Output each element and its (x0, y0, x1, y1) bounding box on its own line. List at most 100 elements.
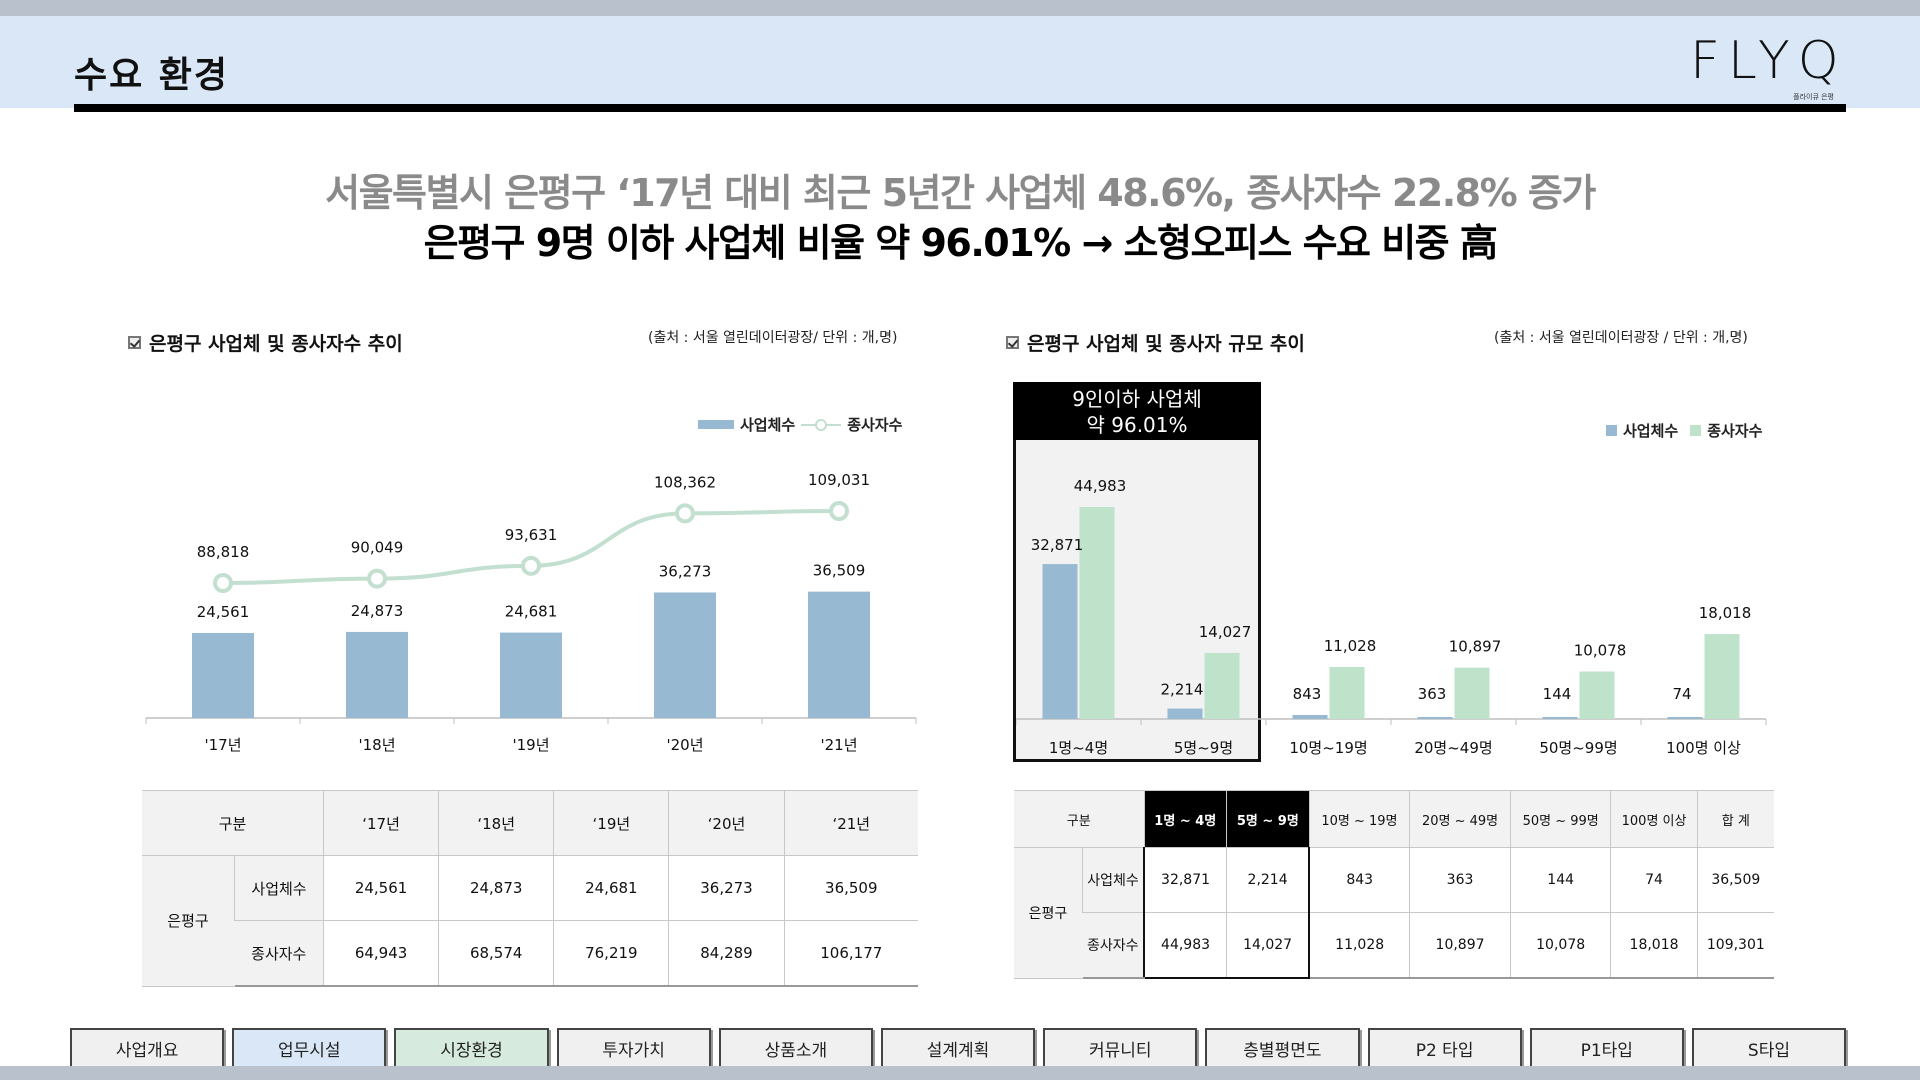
line-point-workers (521, 555, 541, 576)
bar-business (500, 632, 562, 718)
left-section-title: 은평구 사업체 및 종사자수 추이 (128, 329, 403, 356)
nav-tab-overview[interactable]: 사업개요 (70, 1028, 225, 1068)
bar-business (1292, 715, 1328, 719)
nav-tab-community[interactable]: 커뮤니티 (1043, 1028, 1198, 1068)
table-row: 은평구 사업체수 24,561 24,873 24,681 36,273 36,… (142, 855, 918, 987)
table-cell: 68,574 (438, 920, 554, 987)
bar-value-label-business: 843 (1293, 685, 1322, 703)
table-cell: 84,289 (668, 920, 785, 987)
logo-subtext: 플라이큐 은평 (1793, 93, 1834, 101)
bar-business (346, 631, 408, 718)
table-cell: 24,681 (553, 855, 669, 921)
nav-tab-product[interactable]: 상품소개 (718, 1028, 873, 1068)
x-tick-label: '20년 (666, 736, 703, 754)
headline-line1: 서울특별시 은평구 ‘17년 대비 최근 5년간 사업체 48.6%, 종사자수… (325, 171, 1596, 215)
trend-table: 구분 ‘17년 ‘18년 ‘19년 ‘20년 ‘21년 은평구 사업체수 24,… (142, 790, 918, 987)
line-point-workers (213, 573, 233, 593)
table-header-cell-highlight: 5명 ~ 9명 (1226, 790, 1310, 848)
table-cell: 44,983 (1143, 912, 1227, 979)
x-tick-label: '17년 (204, 736, 241, 754)
table-group-cell: 은평구 (1014, 847, 1083, 979)
trend-chart: 24,561 '17년 24,873 '18년 24,681 '19년 36,273 '20년… (145, 471, 917, 754)
bar-value-label-business: 2,214 (1161, 681, 1204, 699)
legend-bar-swatch (1606, 425, 1617, 436)
table-cell: 109,301 (1696, 912, 1774, 979)
bar-business (808, 591, 870, 718)
table-header-cell: 구분 (142, 790, 324, 856)
table-cell: 18,018 (1610, 912, 1698, 979)
nav-tab-design[interactable]: 설계계획 (880, 1028, 1036, 1068)
nav-tab-p1-type[interactable]: P1타입 (1529, 1028, 1684, 1068)
nav-tab-floorplan[interactable]: 층별평면도 (1205, 1028, 1360, 1068)
line-value-label: 93,631 (505, 526, 558, 544)
x-tick-label: 1명~4명 (1049, 739, 1108, 757)
legend-business-label: 사업체수 (1623, 422, 1679, 440)
nav-tab-market[interactable]: 시장환경 (394, 1028, 549, 1068)
scale-chart: 32,871 44,983 1명~4명 2,214 14,027 5명~9명 843 11,0… (1016, 477, 1767, 757)
nav-tab-office[interactable]: 업무시설 (232, 1028, 387, 1068)
bar-business (1417, 717, 1453, 719)
legend-line-swatch (801, 418, 842, 431)
flyq-logo: FLYQ 플라이큐 은평 (1690, 31, 1847, 101)
bottom-band (0, 1066, 1920, 1080)
bar-value-label: 36,273 (659, 562, 712, 580)
table-cell: 10,078 (1509, 912, 1611, 979)
line-value-label: 90,049 (351, 539, 404, 557)
table-row: 종사자수 44,983 14,027 11,028 10,897 10,078 … (1014, 912, 1774, 979)
bar-workers (1079, 507, 1115, 719)
table-header-cell: 합 계 (1696, 790, 1774, 848)
x-tick-label: '18년 (358, 736, 395, 754)
top-band (0, 0, 1920, 16)
bar-value-label-business: 363 (1418, 685, 1447, 703)
nav-tab-investment[interactable]: 투자가치 (556, 1028, 711, 1068)
table-cell: 11,028 (1308, 912, 1410, 979)
table-cell: 36,509 (1696, 847, 1774, 913)
table-cell: 24,873 (438, 855, 554, 921)
legend-business-label: 사업체수 (740, 416, 796, 434)
bar-value-label-workers: 10,897 (1449, 638, 1502, 656)
table-cell: 144 (1509, 847, 1611, 913)
table-cell: 10,897 (1409, 912, 1511, 979)
x-tick-label: 10명~19명 (1289, 739, 1367, 757)
table-header-cell-highlight: 1명 ~ 4명 (1143, 790, 1227, 848)
bar-workers (1704, 634, 1740, 719)
right-section-title-text: 은평구 사업체 및 종사자 규모 추이 (1027, 333, 1305, 355)
logo-text: FLYQ (1690, 31, 1847, 91)
left-legend: 사업체수 종사자수 (698, 414, 902, 435)
table-header-cell: 100명 이상 (1610, 790, 1698, 848)
bar-business (1542, 717, 1578, 719)
highlight-line2: 약 96.01% (1086, 413, 1188, 437)
line-point-workers (367, 568, 387, 589)
bar-value-label: 24,561 (197, 603, 250, 621)
highlight-line1: 9인이하 사업체 (1072, 387, 1202, 411)
table-row-label: 종사자수 (234, 920, 324, 987)
nav-tab-p2-type[interactable]: P2 타입 (1367, 1028, 1522, 1068)
bar-value-label-workers: 10,078 (1574, 642, 1627, 660)
line-value-label: 109,031 (808, 471, 870, 489)
line-point-workers (675, 503, 695, 524)
table-group-cell: 은평구 (142, 855, 235, 987)
legend-bar-swatch (698, 420, 734, 429)
bar-business (1667, 717, 1703, 719)
nav-tab-s-type[interactable]: S타입 (1691, 1028, 1847, 1068)
table-row: 종사자수 64,943 68,574 76,219 84,289 106,177 (142, 920, 918, 987)
table-header-cell: ‘19년 (553, 790, 669, 856)
legend-workers-label: 종사자수 (1707, 422, 1763, 440)
line-point-workers (829, 501, 849, 521)
scale-table: 구분 1명 ~ 4명 5명 ~ 9명 10명 ~ 19명 20명 ~ 49명 5… (1014, 790, 1774, 979)
table-cell: 14,027 (1226, 912, 1311, 979)
table-cell: 843 (1308, 847, 1410, 913)
bar-workers (1579, 671, 1615, 719)
bar-value-label-workers: 44,983 (1074, 477, 1127, 495)
bar-business (1042, 564, 1078, 719)
bar-value-label-business: 74 (1672, 685, 1691, 703)
highlight-callout: 9인이하 사업체 약 96.01% (1013, 382, 1261, 440)
bar-value-label-workers: 14,027 (1199, 623, 1252, 641)
bottom-nav: 사업개요 업무시설 시장환경 투자가치 상품소개 설계계획 커뮤니티 층별평면도… (70, 1028, 1847, 1072)
left-section-title-text: 은평구 사업체 및 종사자수 추이 (149, 333, 403, 355)
table-cell: 363 (1409, 847, 1511, 913)
bar-value-label-workers: 18,018 (1699, 604, 1752, 622)
table-cell: 36,273 (668, 855, 785, 921)
left-source: (출처 : 서울 열린데이터광장/ 단위 : 개,명) (648, 330, 898, 346)
checkbox-icon (128, 336, 141, 349)
